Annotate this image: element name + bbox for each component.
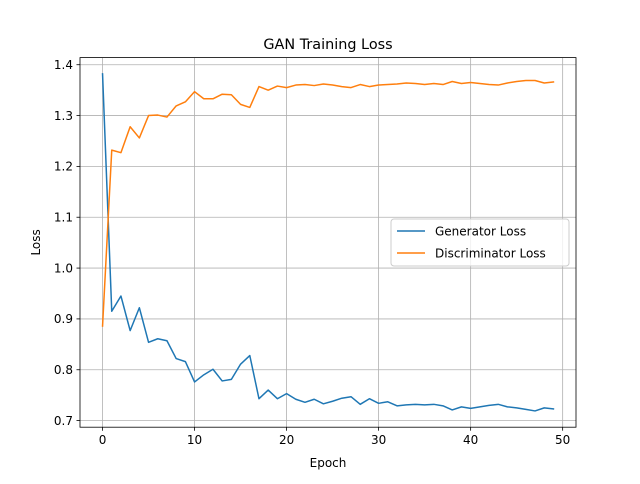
legend-label-generator-loss: Generator Loss	[435, 225, 526, 239]
y-tick-label: 1.3	[54, 109, 73, 123]
y-axis-label: Loss	[29, 229, 43, 255]
x-tick-label: 50	[555, 433, 570, 447]
series-line-generator-loss	[101, 73, 555, 412]
legend-label-discriminator-loss: Discriminator Loss	[435, 247, 546, 261]
x-axis-label: Epoch	[310, 456, 347, 470]
y-tick-label: 1.4	[54, 58, 73, 72]
x-tick-label: 0	[99, 433, 107, 447]
y-tick-label: 1.2	[54, 160, 73, 174]
y-tick-label: 0.7	[54, 414, 73, 428]
y-tick-label: 1.0	[54, 261, 73, 275]
plot-frame	[79, 57, 577, 428]
x-tick-label: 40	[463, 433, 478, 447]
y-axis-ticks: 0.7 0.8 0.9 1.0 1.1 1.2 1.3 1.4	[54, 58, 80, 428]
x-tick-label: 30	[371, 433, 386, 447]
legend: Generator Loss Discriminator Loss	[390, 218, 570, 267]
y-tick-label: 0.8	[54, 363, 73, 377]
y-tick-label: 1.1	[54, 211, 73, 225]
x-axis-ticks: 0 10 20 30 40 50	[99, 427, 570, 447]
grid-lines	[80, 57, 576, 428]
x-tick-label: 20	[279, 433, 294, 447]
series-lines	[101, 73, 555, 412]
x-tick-label: 10	[187, 433, 202, 447]
legend-box	[390, 218, 570, 267]
y-tick-label: 0.9	[54, 312, 73, 326]
chart-title: GAN Training Loss	[263, 37, 392, 53]
series-line-discriminator-loss	[101, 79, 555, 327]
